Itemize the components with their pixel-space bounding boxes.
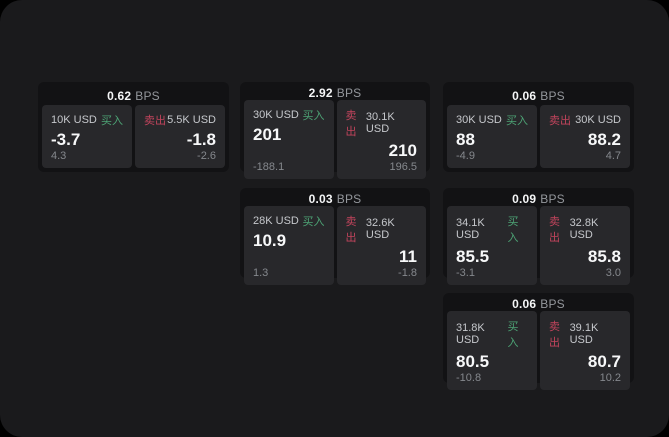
spread-value: 0.06 <box>512 297 537 311</box>
buy-label: 买入 <box>506 115 528 128</box>
buy-quote-panel[interactable]: 28K USD 买入 10.9 1.3 <box>244 206 334 285</box>
buy-quote-panel[interactable]: 34.1K USD 买入 85.5 -3.1 <box>447 206 537 285</box>
sell-amount: 32.6K USD <box>365 217 395 241</box>
sell-quote-panel[interactable]: 卖出 30K USD 88.2 4.7 <box>540 105 630 168</box>
buy-amount: 31.8K USD <box>456 322 485 346</box>
quote-card: 0.06 BPS 31.8K USD 买入 80.5 -10.8 卖出 39.1… <box>443 293 634 390</box>
buy-sub-value: 1.3 <box>253 266 269 279</box>
sell-label: 卖出 <box>345 216 357 244</box>
buy-quote-panel[interactable]: 10K USD 买入 -3.7 4.3 <box>42 105 132 168</box>
buy-label: 买入 <box>101 115 123 128</box>
sell-price: 80.7 <box>587 352 621 371</box>
buy-label: 买入 <box>302 110 325 122</box>
sell-sub-value: 196.5 <box>389 160 417 173</box>
spread-unit: BPS <box>135 88 160 103</box>
buy-sub-value: -3.1 <box>456 266 475 279</box>
buy-sub-value: -188.1 <box>253 160 285 173</box>
quote-card: 0.62 BPS 10K USD 买入 -3.7 4.3 卖出 5.5K USD… <box>38 82 229 172</box>
spread-unit: BPS <box>540 297 565 311</box>
buy-price: 85.5 <box>456 247 490 266</box>
spread-header: 0.62 BPS <box>42 86 225 105</box>
buy-sub-value: -4.9 <box>456 150 475 162</box>
spread-header: 2.92 BPS <box>244 86 426 100</box>
spread-value: 2.92 <box>308 86 333 100</box>
spread-value: 0.03 <box>308 192 333 206</box>
buy-label: 买入 <box>507 216 519 244</box>
buy-amount: 30K USD <box>456 114 502 127</box>
sell-price: 85.8 <box>587 247 621 266</box>
spread-value: 0.06 <box>512 88 537 103</box>
buy-sub-value: 4.3 <box>51 150 67 162</box>
sell-quote-panel[interactable]: 卖出 5.5K USD -1.8 -2.6 <box>135 105 225 168</box>
sell-amount: 5.5K USD <box>167 114 216 127</box>
spread-unit: BPS <box>336 192 362 206</box>
sell-label: 卖出 <box>549 321 560 349</box>
sell-price: -1.8 <box>186 130 216 150</box>
sell-amount: 39.1K USD <box>569 322 599 346</box>
buy-price: 10.9 <box>253 231 287 250</box>
spread-unit: BPS <box>540 192 565 206</box>
sell-amount: 30K USD <box>575 114 621 127</box>
sell-quote-panel[interactable]: 卖出 30.1K USD 210 196.5 <box>336 100 426 179</box>
buy-amount: 10K USD <box>51 114 97 127</box>
buy-quote-panel[interactable]: 30K USD 买入 88 -4.9 <box>447 105 537 168</box>
sell-price: 88.2 <box>587 130 621 150</box>
spread-unit: BPS <box>336 86 362 100</box>
buy-price: -3.7 <box>51 130 81 150</box>
buy-price: 80.5 <box>456 352 490 371</box>
sell-sub-value: -1.8 <box>398 266 417 279</box>
sell-sub-value: 4.7 <box>605 150 621 162</box>
sell-label: 卖出 <box>144 115 166 128</box>
quote-card: 2.92 BPS 30K USD 买入 201 -188.1 卖出 30.1K … <box>240 82 430 179</box>
buy-amount: 34.1K USD <box>456 217 485 241</box>
sell-price: 11 <box>399 247 417 266</box>
spread-header: 0.06 BPS <box>447 86 630 105</box>
sell-sub-value: -2.6 <box>197 150 216 162</box>
sell-label: 卖出 <box>345 110 357 138</box>
spread-header: 0.09 BPS <box>447 192 630 206</box>
buy-quote-panel[interactable]: 30K USD 买入 201 -188.1 <box>244 100 334 179</box>
sell-quote-panel[interactable]: 卖出 32.8K USD 85.8 3.0 <box>540 206 630 285</box>
spread-value: 0.62 <box>107 88 132 103</box>
buy-price: 88 <box>456 130 475 150</box>
buy-sub-value: -10.8 <box>456 371 482 384</box>
buy-price: 201 <box>253 125 282 144</box>
quote-card: 0.06 BPS 30K USD 买入 88 -4.9 卖出 30K USD 8… <box>443 82 634 172</box>
quote-card: 0.09 BPS 34.1K USD 买入 85.5 -3.1 卖出 32.8K… <box>443 188 634 285</box>
sell-label: 卖出 <box>549 115 571 128</box>
buy-label: 买入 <box>507 321 519 349</box>
spread-value: 0.09 <box>512 192 537 206</box>
sell-amount: 30.1K USD <box>365 111 395 135</box>
buy-quote-panel[interactable]: 31.8K USD 买入 80.5 -10.8 <box>447 311 537 390</box>
sell-price: 210 <box>388 141 417 160</box>
sell-sub-value: 10.2 <box>599 371 621 384</box>
spread-header: 0.06 BPS <box>447 297 630 311</box>
sell-sub-value: 3.0 <box>605 266 621 279</box>
sell-label: 卖出 <box>549 216 560 244</box>
sell-quote-panel[interactable]: 卖出 32.6K USD 11 -1.8 <box>336 206 426 285</box>
buy-label: 买入 <box>302 216 325 228</box>
buy-amount: 30K USD <box>253 109 299 121</box>
spread-header: 0.03 BPS <box>244 192 426 206</box>
sell-amount: 32.8K USD <box>569 217 599 241</box>
quote-card: 0.03 BPS 28K USD 买入 10.9 1.3 卖出 32.6K US… <box>240 188 430 285</box>
sell-quote-panel[interactable]: 卖出 39.1K USD 80.7 10.2 <box>540 311 630 390</box>
buy-amount: 28K USD <box>253 215 299 227</box>
spread-unit: BPS <box>540 88 565 103</box>
